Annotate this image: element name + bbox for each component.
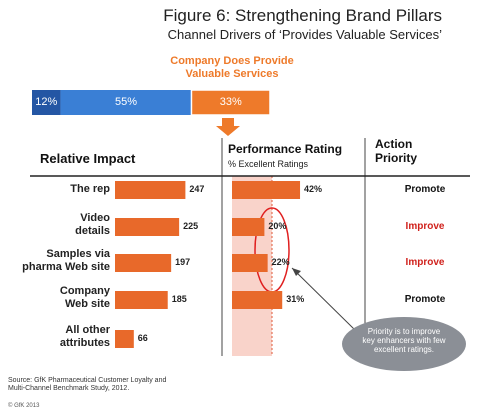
value-label: 66 [137, 333, 148, 343]
source: Source: GfK Pharmaceutical Customer Loya… [8, 377, 167, 393]
bar-title: Company Does Provide Valuable Services [170, 55, 294, 80]
copyright: © GfK 2013 [8, 403, 40, 409]
value-label: 225 [183, 221, 199, 231]
value-label: 31% [286, 294, 305, 304]
callout-bubble [342, 317, 466, 371]
segment-label: 33% [219, 96, 242, 108]
value-label: 42% [304, 184, 323, 194]
priority-label: Promote [404, 184, 446, 195]
bar [232, 181, 301, 199]
segment [190, 89, 271, 116]
priority-label: Improve [405, 257, 445, 268]
subtitle: Channel Drivers of ‘Provides Valuable Se… [167, 27, 442, 42]
category-label: All other attributes [59, 324, 110, 349]
title: Figure 6: Strengthening Brand Pillars [163, 6, 442, 25]
value-label: 20% [268, 221, 287, 231]
bar [115, 291, 168, 309]
panel-title: Action Priority [375, 137, 418, 165]
value-label: 247 [189, 184, 205, 194]
arrowhead [292, 268, 301, 276]
priority-label: Improve [405, 221, 445, 232]
bar [232, 254, 268, 272]
bar [232, 291, 283, 309]
callout-arrow [291, 267, 356, 331]
value-label: 185 [171, 294, 187, 304]
bar [115, 218, 180, 236]
bar [232, 218, 265, 236]
arrow [216, 118, 240, 136]
segment [32, 90, 61, 115]
segment-label: 55% [114, 96, 137, 108]
bar [115, 330, 134, 348]
value-label: 197 [175, 257, 191, 267]
category-label: Samples via pharma Web site [22, 248, 110, 273]
segment [60, 90, 192, 115]
panel-title: Relative Impact [40, 151, 136, 166]
callout-text: Priority is to improve key enhancers wit… [362, 327, 446, 355]
panel-title: Performance Rating [228, 142, 343, 156]
bar [115, 181, 186, 199]
category-label: Company Web site [59, 285, 110, 310]
priority-label: Promote [404, 294, 446, 305]
category-label: The rep [70, 183, 110, 195]
panel-subtitle: % Excellent Ratings [228, 159, 309, 169]
segment-label: 12% [35, 96, 58, 108]
bar [115, 254, 172, 272]
value-label: 22% [271, 257, 290, 267]
category-label: Video details [75, 212, 110, 237]
